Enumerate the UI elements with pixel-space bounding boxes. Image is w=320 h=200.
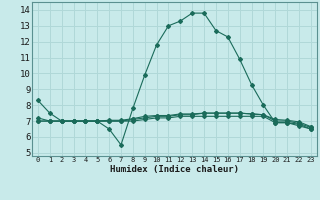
- X-axis label: Humidex (Indice chaleur): Humidex (Indice chaleur): [110, 165, 239, 174]
